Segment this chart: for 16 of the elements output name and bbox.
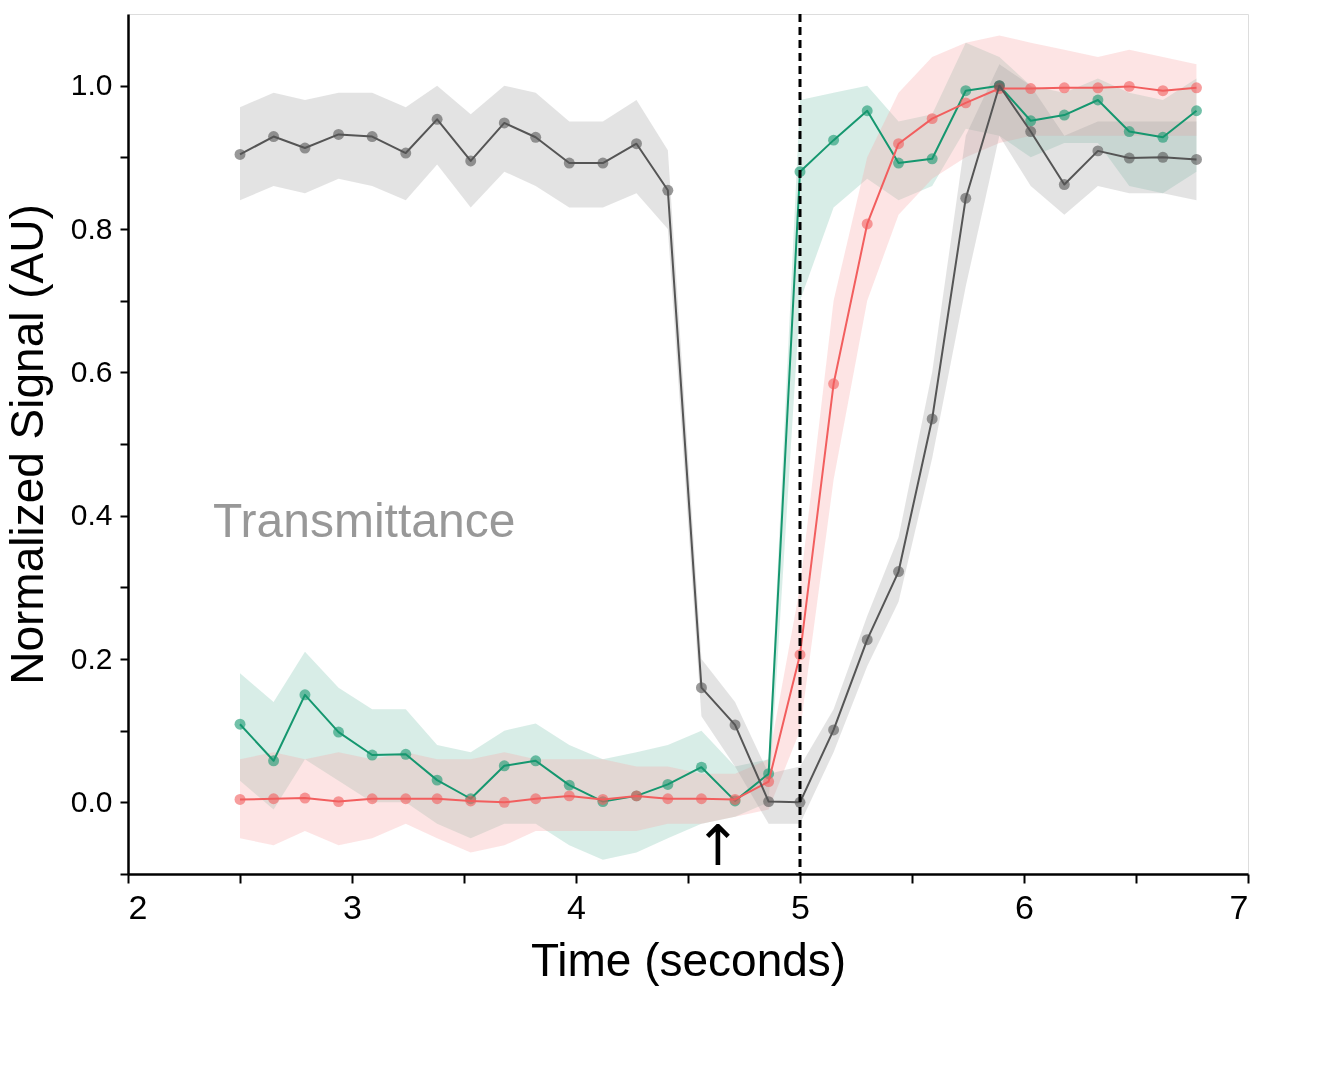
y-tick-label: 0.0 [70,784,113,818]
y-tick-label: 0.8 [70,211,113,245]
x-axis-title: Time (seconds) [530,933,847,986]
y-tick-label: 0.4 [70,498,113,532]
y-tick-label: 0.2 [70,641,113,675]
x-tick-label: 2 [128,887,148,926]
x-tick-label: 6 [1015,887,1034,926]
x-tick-label: 5 [791,887,810,926]
y-tick-label: 1.0 [70,68,113,102]
text: Transmittance [213,494,516,547]
x-tick-label: 3 [343,887,362,926]
x-tick-label: 7 [1229,887,1249,926]
y-axis-title: Normalized Signal (AU) [0,204,53,685]
x-tick-label: 4 [567,887,586,926]
annotation: ↑ [694,813,742,878]
y-tick-label: 0.6 [70,354,113,388]
